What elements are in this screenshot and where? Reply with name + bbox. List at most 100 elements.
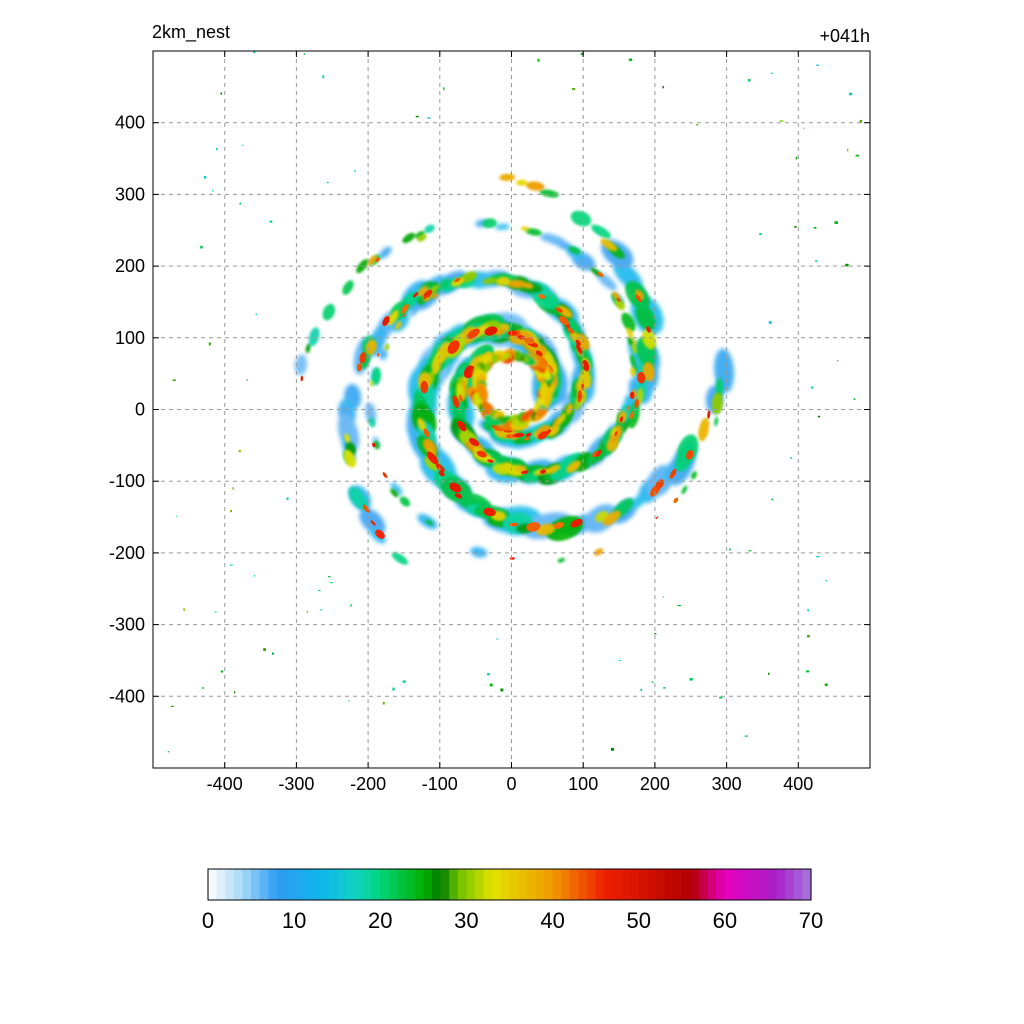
- colorbar-bin: [302, 869, 312, 900]
- colorbar-tick-label: 0: [202, 908, 214, 933]
- colorbar-bin: [681, 869, 691, 900]
- x-tick-label: -400: [207, 774, 243, 794]
- colorbar-bin: [371, 869, 381, 900]
- colorbar-tick-label: 50: [626, 908, 650, 933]
- colorbar-bin: [664, 869, 674, 900]
- colorbar-tick-label: 40: [540, 908, 564, 933]
- colorbar-bin: [750, 869, 760, 900]
- x-tick-label: -200: [350, 774, 386, 794]
- colorbar-bin: [319, 869, 330, 900]
- plot-background: [153, 51, 870, 768]
- colorbar-bin: [337, 869, 347, 900]
- y-tick-label: -300: [109, 615, 145, 635]
- colorbar-bin: [414, 869, 424, 900]
- colorbar-bin: [690, 869, 700, 900]
- colorbar: 0 10 20 30 40 50 60 70: [202, 868, 823, 933]
- colorbar-bin: [225, 869, 235, 900]
- colorbar-bin: [294, 869, 304, 900]
- colorbar-bin: [595, 869, 605, 900]
- colorbar-bin: [707, 869, 717, 900]
- colorbar-bin: [388, 869, 399, 900]
- colorbar-bin: [612, 869, 623, 900]
- colorbar-bin: [475, 869, 485, 900]
- y-axis: 400 300 200 100 0 -100 -200 -300 -400: [109, 113, 870, 706]
- y-tick-label: 400: [115, 113, 145, 133]
- colorbar-bin: [423, 869, 433, 900]
- colorbar-bin: [406, 869, 416, 900]
- colorbar-tick-label: 10: [282, 908, 306, 933]
- colorbar-bin: [673, 869, 683, 900]
- colorbar-bin: [655, 869, 666, 900]
- colorbar-bin: [630, 869, 640, 900]
- y-tick-label: 200: [115, 256, 145, 276]
- chart-title-left: 2km_nest: [152, 22, 231, 42]
- x-tick-label: -100: [422, 774, 458, 794]
- colorbar-bin: [518, 869, 528, 900]
- colorbar-bin: [552, 869, 562, 900]
- colorbar-bin: [208, 869, 218, 900]
- y-tick-label: -200: [109, 543, 145, 563]
- colorbar-bin: [363, 869, 373, 900]
- colorbar-bin: [543, 869, 554, 900]
- colorbar-bin: [733, 869, 743, 900]
- colorbar-bin: [793, 869, 803, 900]
- x-tick-label: 0: [506, 774, 516, 794]
- colorbar-tick-label: 60: [713, 908, 737, 933]
- x-tick-label: 400: [783, 774, 813, 794]
- colorbar-bin: [767, 869, 778, 900]
- colorbar-bin: [276, 869, 287, 900]
- colorbar-tick-label: 30: [454, 908, 478, 933]
- colorbar-bin: [483, 869, 493, 900]
- colorbar-bin: [431, 869, 442, 900]
- colorbar-bin: [251, 869, 261, 900]
- colorbar-bin: [440, 869, 450, 900]
- chart-title-right: +041h: [819, 26, 870, 46]
- x-tick-label: 100: [568, 774, 598, 794]
- colorbar-bin: [742, 869, 752, 900]
- colorbar-bin: [638, 869, 648, 900]
- colorbar-tick-label: 20: [368, 908, 392, 933]
- colorbar-bin: [380, 869, 390, 900]
- colorbar-bin: [259, 869, 269, 900]
- colorbar-bin: [397, 869, 407, 900]
- colorbar-bin: [457, 869, 468, 900]
- colorbar-bin: [509, 869, 519, 900]
- y-tick-label: -400: [109, 686, 145, 706]
- colorbar-bin: [242, 869, 252, 900]
- x-axis: -400 -300 -200 -100 0 100 200 300 400: [207, 51, 813, 794]
- colorbar-bin: [587, 869, 597, 900]
- colorbar-bin: [621, 869, 631, 900]
- colorbar-frame: [207, 868, 812, 901]
- y-tick-label: -100: [109, 471, 145, 491]
- colorbar-bin: [492, 869, 502, 900]
- x-tick-label: 300: [712, 774, 742, 794]
- colorbar-bin: [724, 869, 735, 900]
- y-tick-label: 100: [115, 328, 145, 348]
- colorbar-bin: [535, 869, 545, 900]
- y-tick-label: 0: [135, 400, 145, 420]
- colorbar-bin: [354, 869, 364, 900]
- colorbar-bin: [328, 869, 338, 900]
- colorbar-bin: [285, 869, 295, 900]
- x-tick-label: 200: [640, 774, 670, 794]
- colorbar-bin: [569, 869, 580, 900]
- colorbar-bin: [699, 869, 709, 900]
- colorbar-bin: [647, 869, 657, 900]
- colorbar-bin: [345, 869, 356, 900]
- colorbar-bin: [802, 869, 812, 900]
- colorbar-tick-label: 70: [799, 908, 823, 933]
- colorbar-bin: [449, 869, 459, 900]
- colorbar-bin: [466, 869, 476, 900]
- x-tick-label: -300: [278, 774, 314, 794]
- colorbar-bin: [716, 869, 726, 900]
- colorbar-bin: [776, 869, 786, 900]
- colorbar-bin: [268, 869, 278, 900]
- colorbar-bin: [578, 869, 588, 900]
- colorbar-bin: [233, 869, 244, 900]
- reflectivity-field: [167, 51, 863, 753]
- colorbar-bin: [604, 869, 614, 900]
- colorbar-bin: [785, 869, 795, 900]
- colorbar-bin: [561, 869, 571, 900]
- colorbar-bin: [500, 869, 511, 900]
